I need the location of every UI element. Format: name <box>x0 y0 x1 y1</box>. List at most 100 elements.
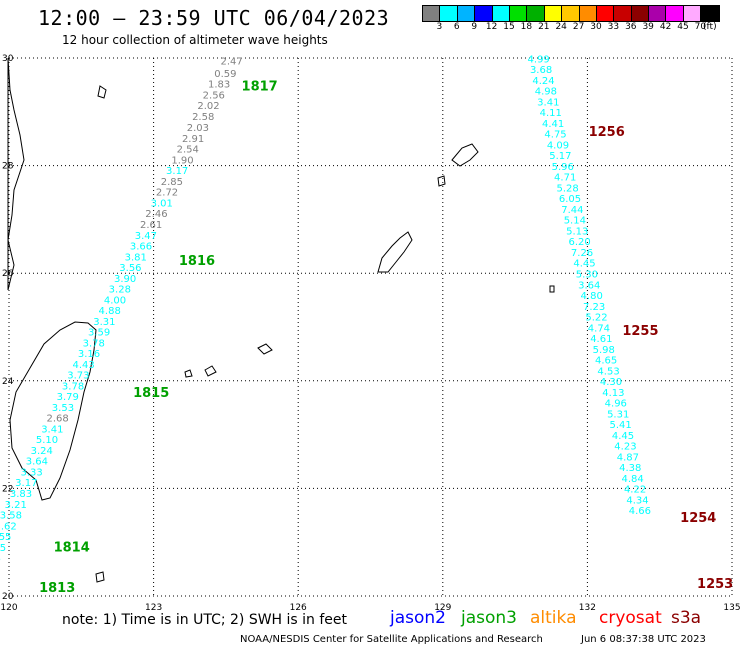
islet-3 <box>97 85 107 99</box>
satellite-legend-altika: altika <box>530 608 577 628</box>
legend-swatch <box>457 6 476 21</box>
legend-label: 9 <box>471 22 478 32</box>
swh-value: 3.68 <box>530 65 552 76</box>
swh-value: 4.80 <box>581 291 603 302</box>
legend-label: 12 <box>485 22 498 32</box>
ishigaki-coast <box>204 365 217 377</box>
swh-value: 4.09 <box>547 140 569 151</box>
legend-label: 15 <box>503 22 515 32</box>
swh-value: 3.58 <box>0 511 22 522</box>
pass-number-label: 1253 <box>697 577 733 592</box>
swh-value: 3.31 <box>93 317 115 328</box>
islet-2 <box>437 175 446 187</box>
swh-value: 3.25 <box>0 543 6 554</box>
swh-value: 5.31 <box>607 409 629 420</box>
swh-value: 3.90 <box>114 274 136 285</box>
legend-swatch <box>614 6 632 21</box>
swh-value: 4.65 <box>595 356 617 367</box>
swh-value: 3.56 <box>119 263 141 274</box>
footer-timestamp: Jun 6 08:37:38 UTC 2023 <box>581 634 706 645</box>
swh-value: 3.55 <box>0 532 11 543</box>
islet-5 <box>549 285 555 293</box>
pass-number-label: 1256 <box>589 125 625 140</box>
lat-tick-label: 20 <box>2 592 14 602</box>
taiwan-coast <box>9 321 97 501</box>
legend-label: 21 <box>538 22 550 32</box>
swh-value: 3.64 <box>26 457 48 468</box>
swh-value: 4.53 <box>597 366 619 377</box>
swh-value: 2.72 <box>156 188 178 199</box>
swh-value: 5.22 <box>585 313 607 324</box>
legend-swatch <box>631 6 650 21</box>
swh-value: 3.16 <box>78 349 100 360</box>
swh-value: 4.22 <box>624 485 646 496</box>
lat-tick-label: 22 <box>2 484 13 494</box>
swh-value: 3.78 <box>0 554 1 565</box>
satellite-legend-s3a: s3a <box>671 608 702 628</box>
swh-value: 6.05 <box>559 194 581 205</box>
legend-swatch <box>423 6 441 21</box>
legend-swatch <box>527 6 545 21</box>
lon-tick-label: 132 <box>579 603 596 613</box>
legend-label: (ft) <box>703 22 717 32</box>
swh-value: 3.64 <box>578 280 600 291</box>
swh-value: 3.41 <box>41 424 63 435</box>
lat-tick-label: 24 <box>2 377 14 387</box>
swh-value: 5.30 <box>576 270 598 281</box>
lon-tick-label: 126 <box>290 603 307 613</box>
pass-number-label: 1816 <box>179 254 215 269</box>
swh-value: 7.26 <box>571 248 593 259</box>
swh-value: 4.66 <box>629 506 651 517</box>
legend-swatch <box>701 6 719 21</box>
swh-value: 3.17 <box>15 478 37 489</box>
lat-lon-grid <box>8 57 733 597</box>
swh-value: 4.96 <box>605 399 627 410</box>
swh-value: 3.79 <box>57 392 79 403</box>
swh-value: 4.30 <box>600 377 622 388</box>
swh-value: 5.13 <box>566 226 588 237</box>
swh-value: 2.54 <box>177 145 199 156</box>
swh-value: 5.41 <box>609 420 631 431</box>
swh-value: 4.75 <box>544 130 566 141</box>
swh-value: 5.98 <box>593 345 615 356</box>
swh-value: 3.78 <box>62 381 84 392</box>
swh-value: 3.73 <box>67 371 89 382</box>
swh-value: 2.91 <box>182 134 204 145</box>
swh-value: 3.17 <box>166 166 188 177</box>
swh-value: 4.71 <box>554 173 576 184</box>
swh-value: 2.02 <box>197 101 219 112</box>
legend-label: 27 <box>572 22 585 32</box>
swh-value: 6.20 <box>569 237 591 248</box>
swh-value: 4.23 <box>614 442 636 453</box>
swh-value: 2.85 <box>161 177 183 188</box>
swh-value: 2.03 <box>187 123 209 134</box>
lat-tick-label: 30 <box>2 54 14 64</box>
swh-value: 2.46 <box>145 209 167 220</box>
lat-tick-label: 26 <box>2 269 14 279</box>
legend-swatch <box>579 6 597 21</box>
legend-swatch <box>666 6 684 21</box>
pass-number-label: 1255 <box>622 324 658 339</box>
legend-swatch <box>596 6 615 21</box>
lon-tick-label: 120 <box>0 603 17 613</box>
swh-value: 7.44 <box>561 205 583 216</box>
swh-value: 0.59 <box>214 69 236 80</box>
pass-number-label: 1813 <box>39 581 75 596</box>
swh-value: 2.47 <box>221 56 243 67</box>
swh-value: 3.83 <box>10 489 32 500</box>
legend-swatch <box>492 6 510 21</box>
swh-value: 5.17 <box>549 151 571 162</box>
swh-value: 2.56 <box>203 90 225 101</box>
swh-points: 2.47 0.591.832.562.022.582.032.912.541.90… <box>0 54 651 564</box>
swh-value: 4.45 <box>573 259 595 270</box>
legend-label: 30 <box>590 22 602 32</box>
swh-value: 3.53 <box>52 403 74 414</box>
swh-value: 3.66 <box>130 242 152 253</box>
lat-tick-label: 28 <box>2 162 14 172</box>
pass-number-label: 1815 <box>133 386 169 401</box>
swh-value: 4.43 <box>73 360 95 371</box>
swh-value: 3.24 <box>31 446 53 457</box>
swh-value: 4.87 <box>617 452 639 463</box>
swh-value: 5.96 <box>552 162 574 173</box>
swh-value: 1.90 <box>171 155 193 166</box>
